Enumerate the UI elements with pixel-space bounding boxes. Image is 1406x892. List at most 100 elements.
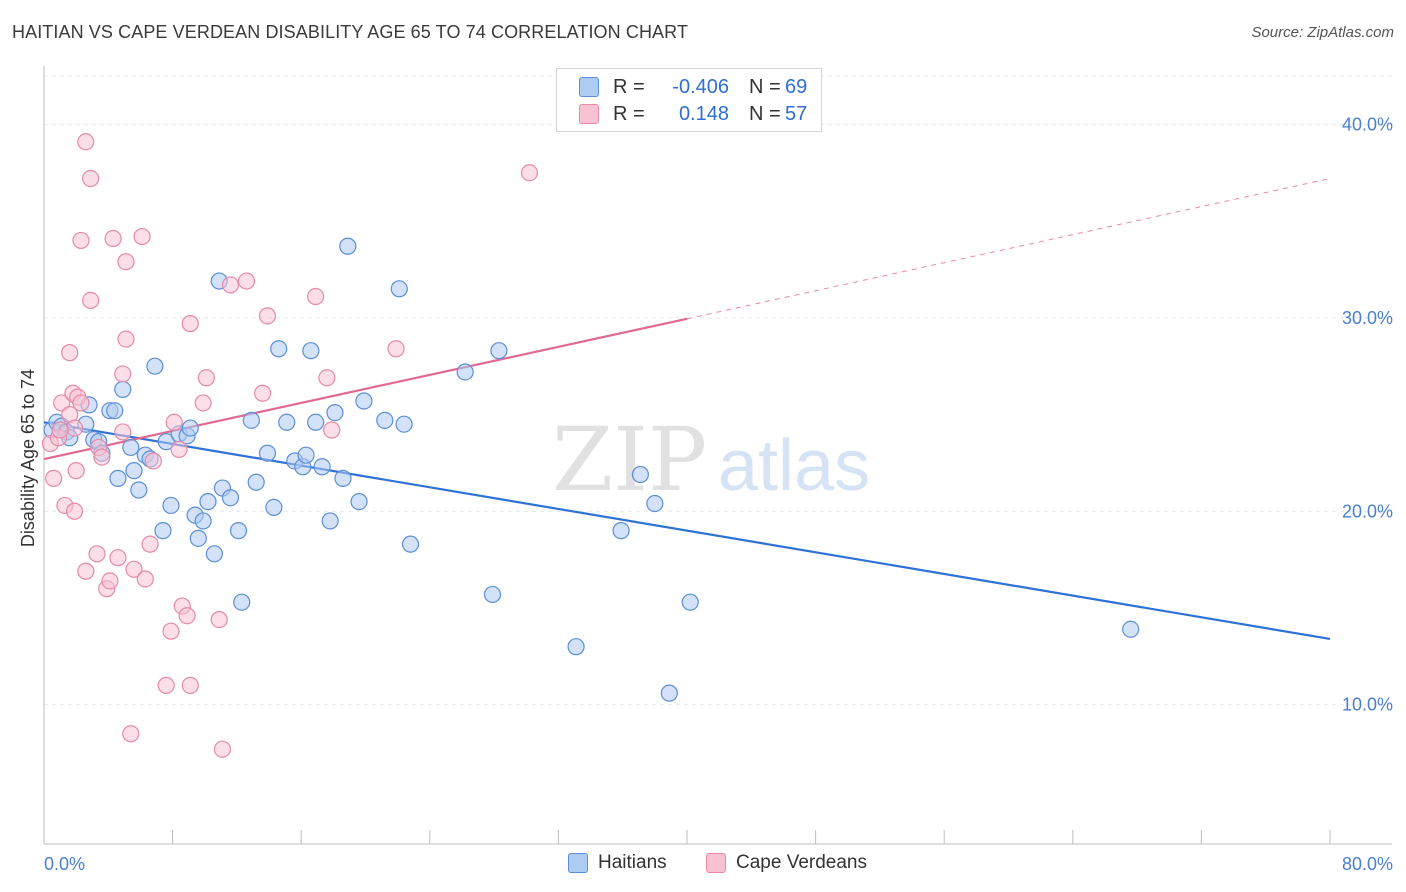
x-tick-label-min: 0.0% — [44, 854, 85, 874]
cape-verdean-point — [122, 725, 140, 743]
cape-verdean-point — [181, 315, 199, 333]
haitian-point — [456, 363, 474, 381]
cape-verdean-point — [114, 365, 132, 383]
haitian-point — [483, 585, 502, 604]
haitian-point — [205, 545, 223, 563]
haitian-point — [157, 433, 175, 451]
haitian-point — [189, 529, 207, 547]
haitian-point — [646, 494, 664, 513]
cape-verdean-point — [162, 622, 180, 640]
grid-lines — [44, 75, 1392, 706]
cape-verdean-point — [197, 369, 215, 387]
cape-verdean-point — [144, 452, 162, 470]
cape-verdean-point — [157, 676, 175, 694]
haitian-point — [122, 438, 140, 457]
haitian-point — [106, 402, 124, 420]
cape-verdean-point — [258, 307, 277, 325]
legend-swatch-pink — [706, 853, 726, 873]
haitian-point — [307, 413, 325, 431]
legend-item-haitians[interactable]: Haitians — [568, 852, 667, 874]
cape-verdean-point — [77, 133, 95, 151]
haitian-point — [146, 357, 164, 375]
haitian-point — [339, 237, 357, 255]
r-label: R = — [613, 75, 645, 98]
cape-verdean-point — [93, 448, 111, 466]
haitian-point — [109, 469, 127, 487]
y-tick-label: 20.0% — [1342, 501, 1393, 521]
legend-label: Haitians — [598, 852, 667, 873]
cape-verdean-point — [125, 560, 143, 578]
legend-label: Cape Verdeans — [736, 852, 867, 873]
x-tick-label-max: 80.0% — [1342, 854, 1393, 874]
correlation-legend: R = -0.406 N = 69 R = 0.148 N = 57 — [556, 68, 822, 132]
haitian-point — [390, 280, 408, 298]
haitian-point — [681, 593, 699, 611]
legend-item-cape-verdeans[interactable]: Cape Verdeans — [706, 852, 867, 874]
legend-swatch-blue — [568, 853, 588, 873]
cape-verdean-point — [53, 394, 71, 412]
haitian-point — [229, 522, 248, 540]
n-value: 57 — [785, 102, 808, 125]
r-value: -0.406 — [672, 75, 729, 98]
trend-line-haitians — [43, 421, 1331, 641]
haitian-point — [313, 458, 331, 476]
haitian-point — [490, 342, 508, 360]
haitian-point — [612, 522, 630, 540]
trend-line-cape-verdeans — [43, 317, 688, 461]
axes — [43, 66, 1392, 845]
haitian-point — [350, 492, 368, 511]
cape-verdean-point — [65, 502, 84, 520]
cape-verdean-point — [67, 462, 85, 480]
haitian-point — [130, 481, 148, 499]
cape-verdean-point — [82, 169, 100, 188]
cape-verdean-point — [117, 253, 135, 271]
cape-verdean-point — [72, 231, 90, 250]
cape-verdean-point — [213, 740, 232, 758]
haitian-point — [265, 498, 283, 516]
y-tick-label: 10.0% — [1342, 695, 1393, 715]
cape-verdean-point — [114, 423, 132, 441]
haitian-point — [233, 593, 251, 611]
haitian-point — [1122, 620, 1140, 638]
haitian-point — [278, 413, 296, 431]
cape-verdean-point — [141, 535, 159, 553]
cape-verdean-point — [210, 610, 228, 629]
cape-verdean-point — [307, 287, 325, 306]
y-tick-label: 30.0% — [1342, 308, 1393, 328]
haitian-point — [247, 473, 265, 491]
cape-verdean-point — [221, 276, 240, 294]
cape-verdean-point — [61, 344, 79, 362]
trend-line-cape-verdeans-extension — [686, 178, 1331, 320]
haitian-point — [154, 522, 172, 540]
cape-verdean-point — [237, 272, 256, 290]
cape-verdean-point — [77, 562, 95, 580]
haitian-point — [395, 415, 413, 433]
cape-verdean-point — [254, 384, 272, 402]
watermark-atlas: atlas — [718, 426, 870, 506]
cape-verdean-point — [72, 394, 90, 412]
series-legend: Haitians Cape Verdeans — [0, 852, 1406, 878]
haitian-point — [355, 392, 373, 410]
y-axis-label: Disability Age 65 to 74 — [18, 369, 38, 547]
legend-row-cape-verdeans: R = 0.148 N = 57 — [579, 102, 807, 126]
legend-row-haitians: R = -0.406 N = 69 — [579, 75, 807, 99]
cape-verdean-point — [178, 607, 196, 625]
y-tick-label: 40.0% — [1342, 114, 1393, 134]
cape-verdean-point — [133, 227, 151, 246]
haitian-point — [297, 446, 315, 464]
cape-verdean-point — [104, 229, 122, 248]
haitian-point — [660, 684, 678, 702]
trend-lines — [43, 178, 1331, 641]
cape-verdean-point — [45, 469, 63, 487]
watermark-zip: ZIP — [552, 408, 707, 511]
cape-verdean-point — [51, 421, 69, 439]
cape-verdean-point — [65, 419, 84, 437]
cape-verdean-point — [387, 340, 405, 358]
chart-title: HAITIAN VS CAPE VERDEAN DISABILITY AGE 6… — [12, 22, 689, 42]
legend-swatch-blue — [579, 77, 599, 97]
haitian-point — [302, 342, 320, 360]
haitian-point — [631, 465, 649, 484]
cape-verdean-point — [165, 413, 183, 431]
cape-verdean-point — [88, 545, 106, 563]
